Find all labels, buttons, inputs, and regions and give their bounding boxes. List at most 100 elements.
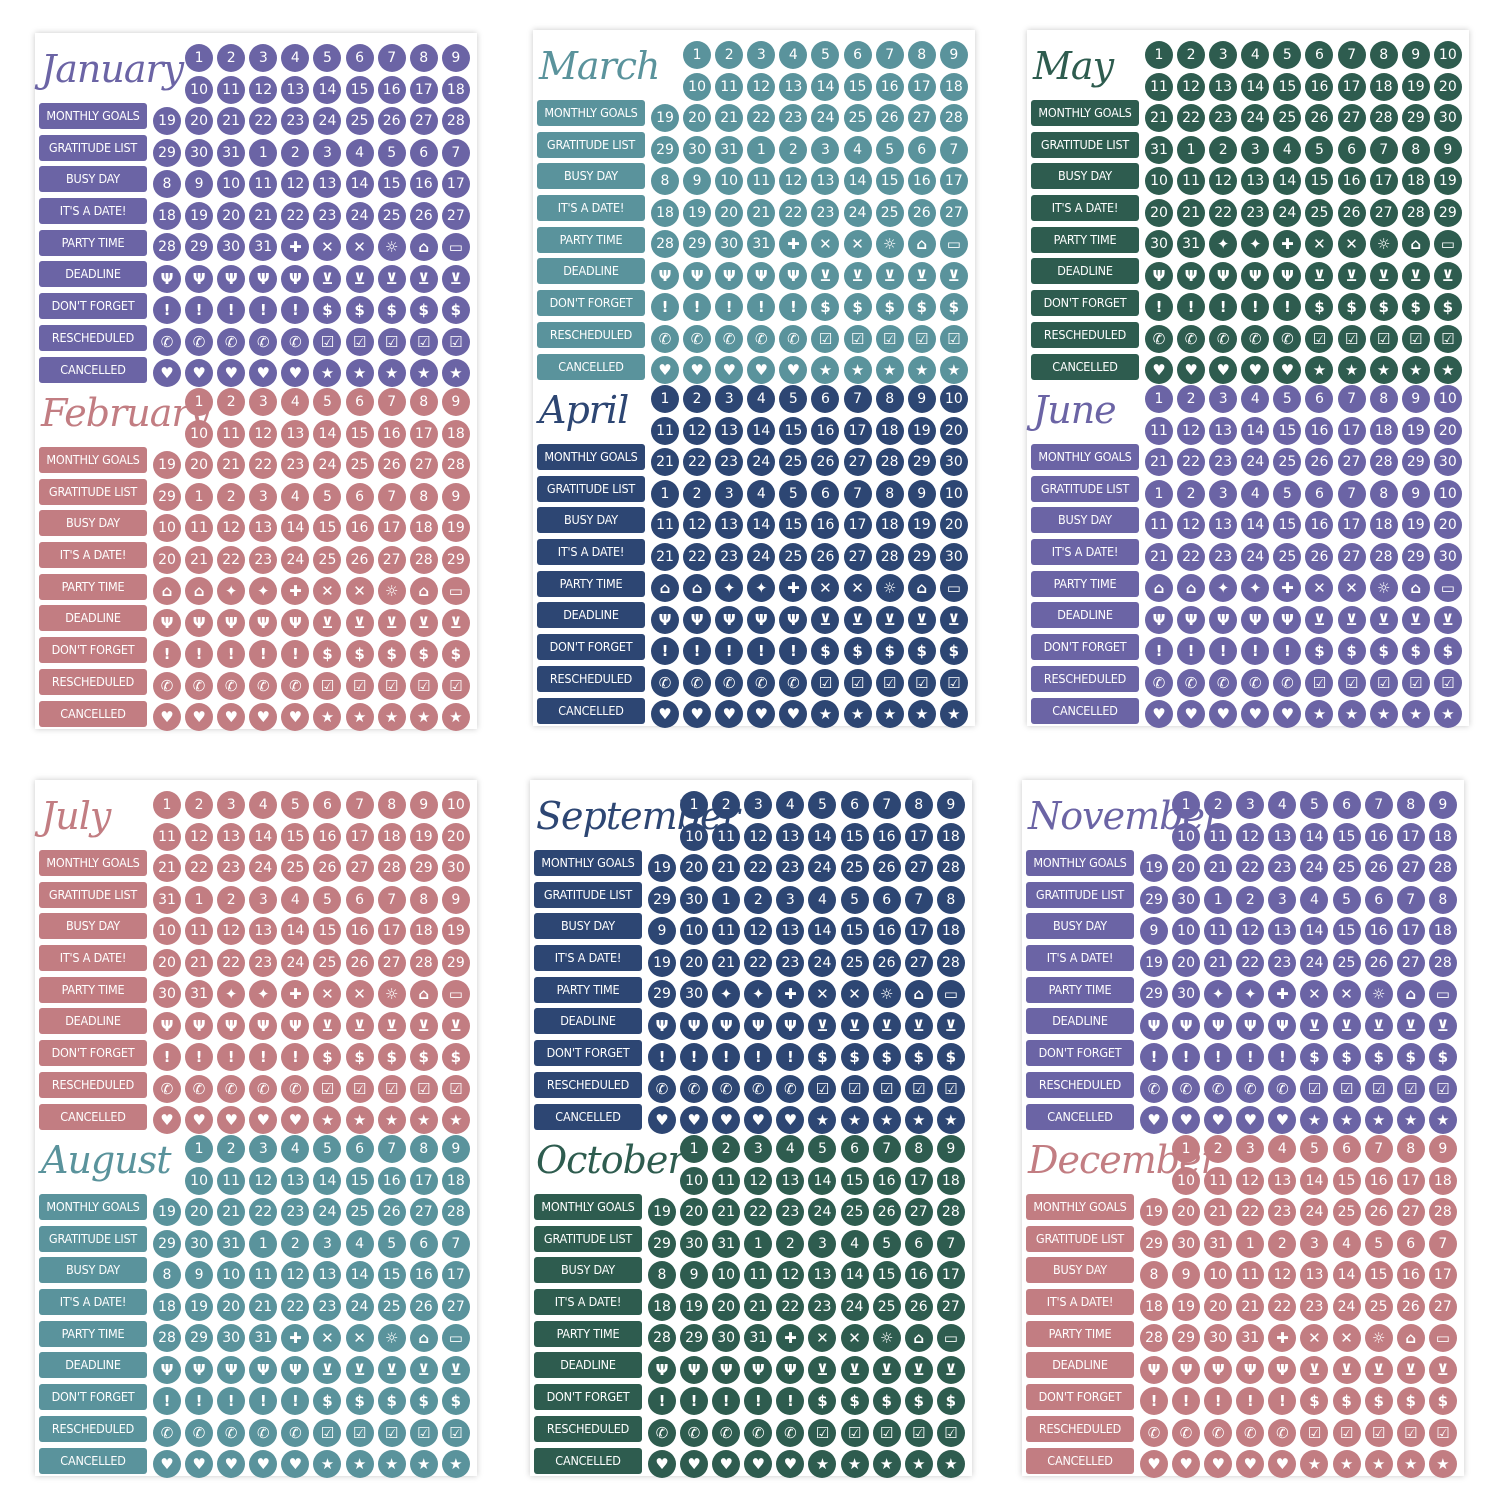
exclamation-icon[interactable]: ! [1145, 293, 1173, 321]
calendar-check-icon[interactable]: ☑ [872, 1074, 901, 1103]
fork-knife-icon[interactable]: Ψ [249, 264, 278, 293]
star-icon[interactable]: ★ [1369, 356, 1398, 384]
date-sticker[interactable]: 13 [715, 511, 744, 539]
date-sticker[interactable]: 14 [313, 75, 342, 104]
date-sticker[interactable]: 1 [1204, 885, 1233, 914]
star-icon[interactable]: ★ [1364, 1450, 1393, 1478]
label-sticker[interactable]: Busy Day [537, 507, 645, 534]
cart-icon[interactable]: ⊻ [409, 1355, 438, 1384]
heart-icon[interactable]: ♥ [185, 703, 214, 731]
date-sticker[interactable]: 3 [1241, 135, 1270, 164]
heart-icon[interactable]: ♥ [153, 359, 181, 387]
date-sticker[interactable]: 30 [939, 448, 968, 476]
phone-icon[interactable]: ✆ [712, 1418, 741, 1447]
calendar-check-icon[interactable]: ☑ [1401, 324, 1430, 353]
fork-knife-icon[interactable]: Ψ [779, 605, 808, 634]
label-sticker[interactable]: Rescheduled [39, 668, 147, 695]
tools-icon[interactable]: ✕ [1305, 230, 1334, 258]
date-sticker[interactable]: 18 [441, 1166, 470, 1195]
phone-icon[interactable]: ✆ [779, 324, 808, 353]
date-sticker[interactable]: 30 [939, 542, 968, 571]
car-icon[interactable]: ▭ [939, 230, 968, 258]
tools-icon[interactable]: ✕ [1332, 980, 1361, 1008]
label-sticker[interactable]: Cancelled [537, 697, 645, 724]
date-sticker[interactable]: 24 [281, 948, 310, 977]
exclamation-icon[interactable]: ! [249, 1043, 278, 1071]
car-icon[interactable]: ▭ [441, 233, 470, 261]
house-icon[interactable]: ⌂ [904, 1324, 933, 1352]
label-sticker[interactable]: Rescheduled [39, 324, 147, 351]
fork-knife-icon[interactable]: Ψ [747, 261, 776, 290]
phone-icon[interactable]: ✆ [185, 327, 214, 356]
exclamation-icon[interactable]: ! [1241, 637, 1270, 665]
date-sticker[interactable]: 25 [779, 448, 808, 476]
star-icon[interactable]: ★ [441, 1106, 470, 1134]
date-sticker[interactable]: 17 [441, 1261, 470, 1289]
date-sticker[interactable]: 9 [185, 1261, 214, 1289]
calendar-check-icon[interactable]: ☑ [313, 1074, 342, 1103]
date-sticker[interactable]: 26 [907, 198, 936, 227]
exclamation-icon[interactable]: ! [185, 296, 214, 324]
date-sticker[interactable]: 12 [1236, 917, 1265, 945]
cart-icon[interactable]: ⊻ [345, 1011, 374, 1040]
label-sticker[interactable]: Rescheduled [534, 1071, 642, 1098]
exclamation-icon[interactable]: ! [1273, 637, 1302, 665]
exclamation-icon[interactable]: ! [217, 640, 246, 668]
first-aid-icon[interactable]: ✚ [281, 577, 310, 605]
label-sticker[interactable]: Deadline [39, 1008, 147, 1035]
date-sticker[interactable]: 26 [1396, 1292, 1425, 1321]
date-sticker[interactable]: 13 [249, 514, 278, 542]
exclamation-icon[interactable]: ! [1204, 1043, 1233, 1071]
date-sticker[interactable]: 1 [185, 1135, 214, 1163]
date-sticker[interactable]: 30 [1172, 980, 1201, 1008]
cake-icon[interactable]: ⌂ [1177, 574, 1206, 602]
date-sticker[interactable]: 25 [345, 1198, 374, 1226]
cake-icon[interactable]: ⌂ [153, 577, 181, 605]
date-sticker[interactable]: 29 [441, 545, 470, 574]
date-sticker[interactable]: 2 [217, 1135, 246, 1163]
date-sticker[interactable]: 29 [648, 885, 676, 914]
cart-icon[interactable]: ⊻ [1396, 1355, 1425, 1384]
label-sticker[interactable]: Party Time [39, 976, 147, 1003]
date-sticker[interactable]: 27 [904, 854, 933, 882]
date-sticker[interactable]: 3 [811, 135, 840, 164]
date-sticker[interactable]: 6 [840, 791, 869, 819]
date-sticker[interactable]: 22 [281, 201, 310, 230]
date-sticker[interactable]: 26 [1364, 854, 1393, 882]
date-sticker[interactable]: 14 [345, 170, 374, 198]
phone-icon[interactable]: ✆ [1268, 1074, 1297, 1103]
label-sticker[interactable]: Busy Day [534, 913, 642, 940]
star-icon[interactable]: ★ [1428, 1450, 1457, 1478]
heart-icon[interactable]: ♥ [712, 1106, 741, 1134]
phone-icon[interactable]: ✆ [1140, 1418, 1168, 1447]
date-sticker[interactable]: 10 [683, 72, 712, 101]
calendar-check-icon[interactable]: ☑ [875, 324, 904, 353]
date-sticker[interactable]: 20 [153, 948, 181, 977]
tools-icon[interactable]: ✕ [840, 1324, 869, 1352]
car-icon[interactable]: ▭ [1428, 980, 1457, 1008]
date-sticker[interactable]: 16 [1364, 1166, 1393, 1195]
date-sticker[interactable]: 9 [1140, 917, 1168, 945]
phone-icon[interactable]: ✆ [776, 1418, 805, 1447]
date-sticker[interactable]: 29 [1140, 885, 1168, 914]
phone-icon[interactable]: ✆ [281, 671, 310, 700]
date-sticker[interactable]: 24 [345, 1292, 374, 1321]
date-sticker[interactable]: 28 [1369, 542, 1398, 571]
label-sticker[interactable]: It's a Date! [537, 539, 645, 566]
exclamation-icon[interactable]: ! [651, 637, 679, 665]
label-sticker[interactable]: Busy Day [39, 913, 147, 940]
date-sticker[interactable]: 7 [345, 791, 374, 819]
date-sticker[interactable]: 1 [185, 44, 214, 72]
date-sticker[interactable]: 11 [217, 1166, 246, 1195]
heart-icon[interactable]: ♥ [1140, 1106, 1168, 1134]
calendar-check-icon[interactable]: ☑ [441, 1418, 470, 1447]
date-sticker[interactable]: 14 [1241, 416, 1270, 445]
tools-icon[interactable]: ✕ [808, 980, 837, 1008]
date-sticker[interactable]: 4 [281, 388, 310, 416]
date-sticker[interactable]: 10 [715, 167, 744, 195]
date-sticker[interactable]: 9 [1401, 41, 1430, 69]
label-sticker[interactable]: Monthly Goals [534, 850, 642, 876]
phone-icon[interactable]: ✆ [281, 327, 310, 356]
cart-icon[interactable]: ⊻ [441, 1011, 470, 1040]
fork-knife-icon[interactable]: Ψ [1241, 605, 1270, 634]
